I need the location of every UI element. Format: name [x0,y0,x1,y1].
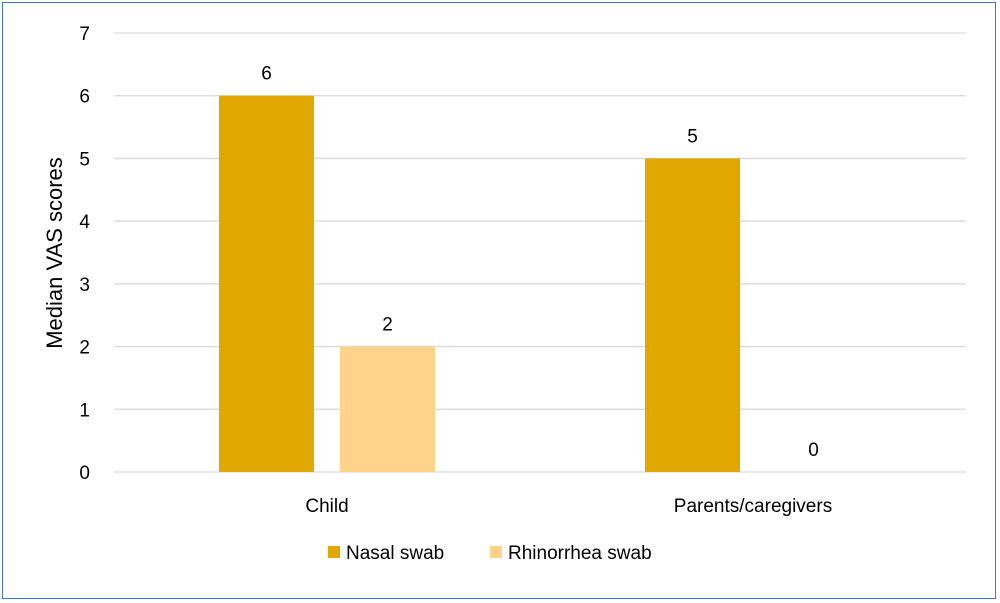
x-category-label: Parents/caregivers [674,496,832,517]
y-tick-label: 0 [79,463,90,484]
legend-swatch [328,546,340,558]
y-tick-label: 4 [79,212,90,233]
y-axis-title: Median VAS scores [42,157,67,349]
legend-label: Rhinorrhea swab [508,543,652,564]
data-label: 0 [808,440,819,461]
bar-rhinorrhea-swab-child [340,346,435,472]
y-tick-label: 2 [79,338,90,359]
data-labels: 6 2 5 0 [261,64,819,461]
y-tick-label: 6 [79,87,90,108]
y-tick-label: 3 [79,275,90,296]
y-tick-label: 5 [79,149,90,170]
bars [219,95,740,472]
y-tick-label: 1 [79,400,90,421]
data-label: 5 [687,126,698,147]
x-axis-labels: Child Parents/caregivers [305,496,832,517]
legend-swatch [490,546,502,558]
legend-label: Nasal swab [346,543,444,564]
x-category-label: Child [305,496,348,517]
legend: Nasal swab Rhinorrhea swab [328,543,652,564]
y-axis-ticks: 0 1 2 3 4 5 6 7 [79,24,90,484]
data-label: 6 [261,64,272,85]
bar-nasal-swab-child [219,95,314,472]
data-label: 2 [382,315,393,336]
bar-nasal-swab-parents-caregivers [645,158,740,472]
y-tick-label: 7 [79,24,90,45]
